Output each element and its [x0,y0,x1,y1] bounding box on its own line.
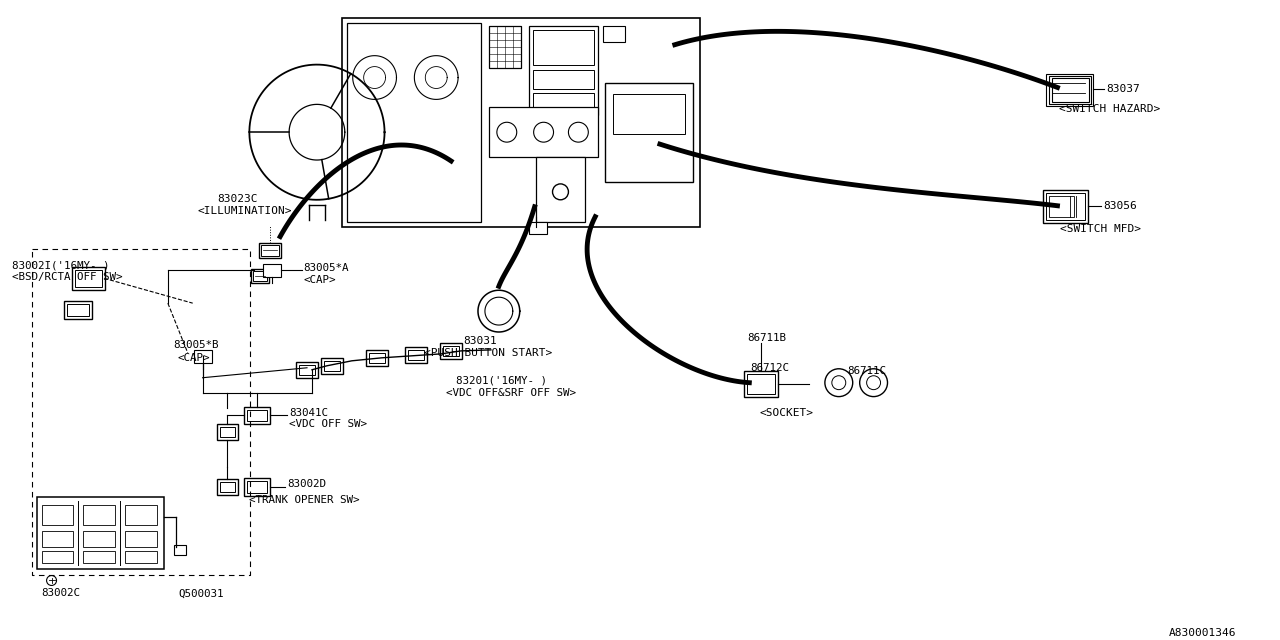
Bar [529,221,547,234]
Bar [73,268,105,291]
Text: <ILLUMINATION>: <ILLUMINATION> [197,205,292,216]
Bar [42,505,73,525]
Bar [603,26,625,42]
Text: A830001346: A830001346 [1169,628,1236,638]
Text: 83037: 83037 [1106,84,1140,95]
Bar [613,95,685,134]
Bar [76,270,102,287]
Bar [1043,190,1088,223]
Bar [745,371,778,397]
Bar [535,157,585,221]
Bar [193,350,211,363]
Text: 83005*B: 83005*B [173,340,219,350]
Text: <VDC OFF&SRF OFF SW>: <VDC OFF&SRF OFF SW> [447,388,576,397]
Bar [1048,76,1092,104]
Text: <CAP>: <CAP> [178,353,210,363]
Text: 83002C: 83002C [42,588,81,598]
Bar [83,531,115,547]
Text: 86712C: 86712C [750,363,790,373]
Bar [42,531,73,547]
Text: 83002D: 83002D [287,479,326,489]
Bar [347,23,481,221]
Bar [300,365,315,375]
Bar [68,304,90,316]
Bar [342,18,700,227]
Bar [1046,193,1085,220]
Bar [220,428,236,437]
Bar [440,343,462,359]
Text: <TRANK OPENER SW>: <TRANK OPENER SW> [250,495,360,505]
Bar [125,550,157,563]
Bar [1048,196,1074,217]
Bar [251,269,269,284]
Bar [260,243,282,259]
Bar [264,264,282,277]
Bar [244,406,270,424]
Bar [489,108,598,157]
Text: <PUSH BUTTON START>: <PUSH BUTTON START> [424,348,553,358]
Text: 83201('16MY- ): 83201('16MY- ) [456,376,547,386]
Bar [532,30,594,65]
Bar [406,347,428,363]
Bar [83,550,115,563]
Bar [296,362,317,378]
Bar [174,545,186,555]
Bar [532,93,594,109]
Bar [366,350,388,366]
Text: <SOCKET>: <SOCKET> [759,408,813,417]
Text: 83002I('16MY- ): 83002I('16MY- ) [12,260,109,271]
Bar [216,424,238,440]
Bar [261,244,279,257]
Text: <CAP>: <CAP> [303,275,335,285]
Bar [220,482,236,492]
Text: <SWITCH HAZARD>: <SWITCH HAZARD> [1060,104,1161,115]
Text: <VDC OFF SW>: <VDC OFF SW> [289,419,367,429]
Bar [489,26,521,68]
Bar [253,271,268,282]
Text: 83005*A: 83005*A [303,264,348,273]
Bar [125,531,157,547]
Bar [532,70,594,90]
Bar [443,346,460,356]
Text: 86711B: 86711B [748,333,786,343]
Bar [216,479,238,495]
Bar [1046,74,1093,106]
Bar [125,505,157,525]
Bar [42,550,73,563]
Bar [244,478,270,496]
Bar [83,505,115,525]
Text: 83023C: 83023C [218,194,259,204]
Bar [605,83,692,182]
Text: 83041C: 83041C [289,408,328,417]
Bar [247,481,268,493]
Bar [408,350,424,360]
Text: 83031: 83031 [463,336,497,346]
Bar [369,353,384,363]
Bar [64,301,92,319]
Text: 86711C: 86711C [847,366,886,376]
Bar [748,374,776,394]
Bar [247,410,268,422]
Bar [37,497,164,568]
Bar [1051,77,1089,102]
Bar [529,26,598,115]
Text: 83056: 83056 [1103,201,1137,211]
Text: <SWITCH MFD>: <SWITCH MFD> [1060,223,1142,234]
Text: <BSD/RCTA OFF SW>: <BSD/RCTA OFF SW> [12,273,123,282]
Bar [324,361,339,371]
Bar [321,358,343,374]
Text: Q500031: Q500031 [179,588,224,598]
